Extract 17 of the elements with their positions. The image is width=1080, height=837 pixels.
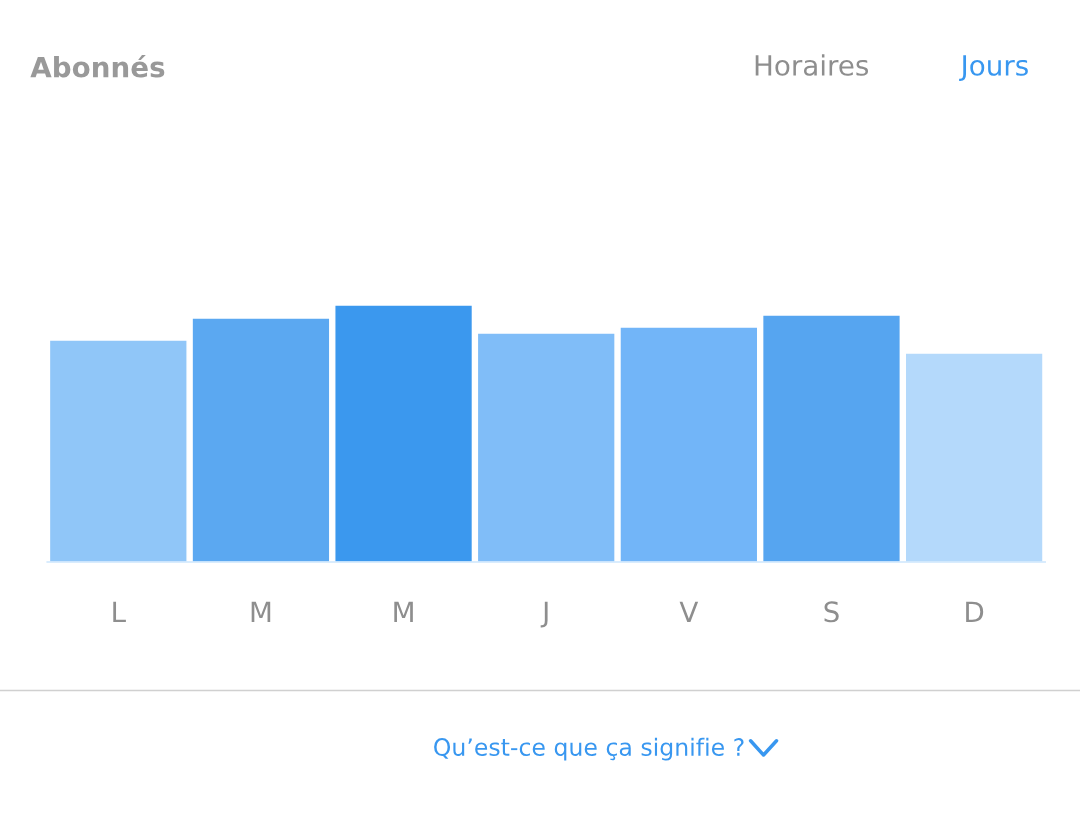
x-tick-label: S xyxy=(824,601,839,623)
bar xyxy=(476,332,616,562)
bar xyxy=(761,314,902,562)
x-tick-label: M xyxy=(251,601,271,622)
x-tick-label: M xyxy=(394,601,413,622)
x-tick-label: D xyxy=(966,601,984,622)
chart-title: Abonnés xyxy=(30,54,165,78)
text: Horaires xyxy=(755,54,869,76)
bar xyxy=(619,326,759,562)
bar xyxy=(191,317,331,562)
x-tick-label: V xyxy=(679,601,699,622)
text: Qu’est-ce que ça signifie ? xyxy=(434,737,744,761)
x-tick-label: J xyxy=(540,601,548,628)
text: Jours xyxy=(959,55,1028,82)
bar xyxy=(334,305,474,562)
x-tick-label: L xyxy=(113,601,126,622)
bar xyxy=(48,339,188,562)
